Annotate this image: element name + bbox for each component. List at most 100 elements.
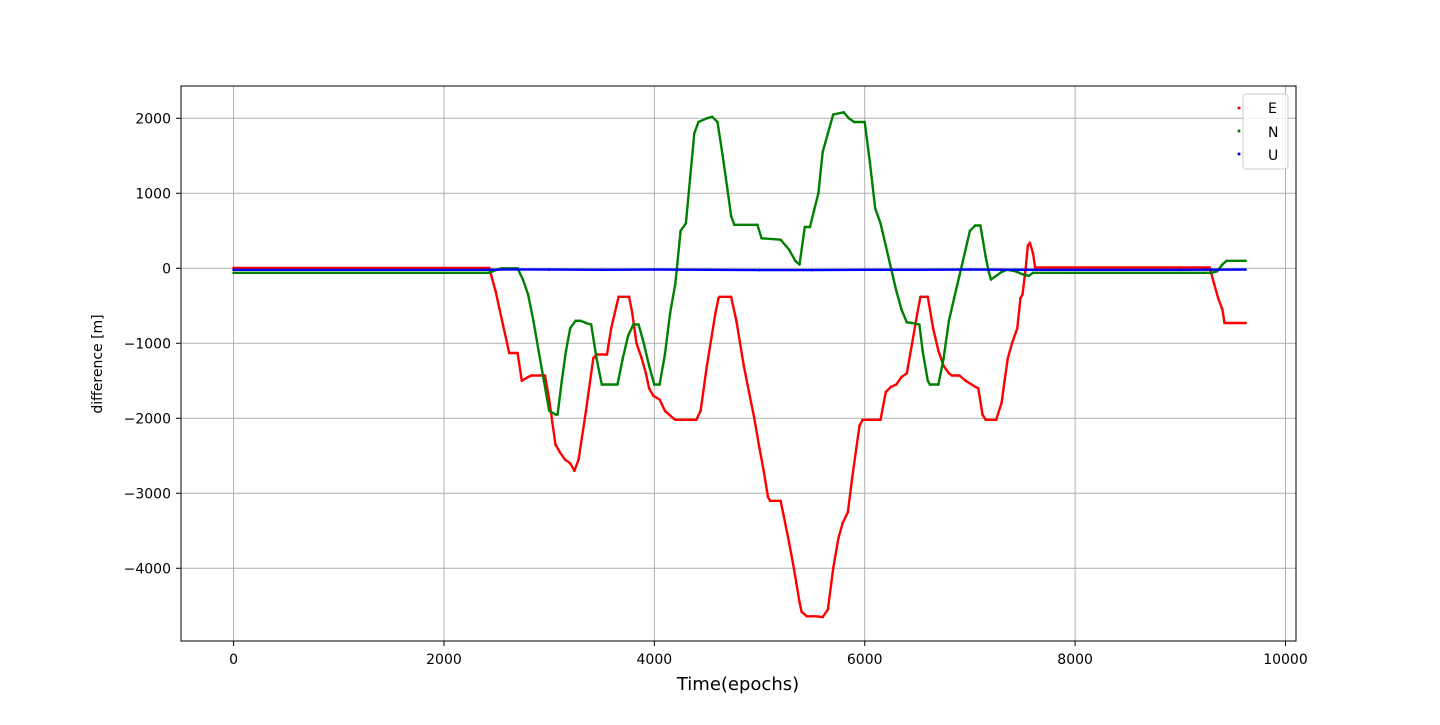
data-point bbox=[232, 266, 235, 270]
data-point bbox=[573, 469, 576, 473]
data-point bbox=[1031, 252, 1035, 255]
data-point bbox=[617, 295, 620, 299]
data-point bbox=[1021, 293, 1024, 296]
data-point bbox=[556, 413, 559, 416]
x-axis-label: Time(epochs) bbox=[676, 674, 799, 695]
data-point bbox=[1210, 271, 1214, 275]
data-point bbox=[635, 342, 638, 345]
data-point bbox=[584, 321, 588, 325]
data-point bbox=[994, 418, 998, 422]
legend-marker-n bbox=[1237, 129, 1241, 133]
data-point bbox=[855, 447, 858, 450]
y-tick-label: −3000 bbox=[124, 486, 171, 502]
data-point bbox=[753, 417, 756, 420]
data-point bbox=[589, 323, 593, 326]
data-point bbox=[526, 375, 530, 379]
data-point bbox=[1063, 271, 1066, 275]
data-point bbox=[729, 295, 733, 299]
data-point bbox=[879, 418, 882, 422]
data-point bbox=[558, 450, 561, 454]
data-point bbox=[647, 387, 651, 390]
data-point bbox=[1003, 379, 1006, 383]
data-point bbox=[627, 295, 631, 299]
data-point bbox=[679, 229, 682, 233]
data-point bbox=[916, 268, 919, 272]
data-point bbox=[760, 237, 763, 240]
data-point bbox=[984, 418, 987, 422]
data-point bbox=[889, 385, 893, 389]
data-point bbox=[1033, 266, 1037, 269]
data-point bbox=[787, 248, 791, 251]
y-tick-label: −2000 bbox=[124, 411, 171, 427]
data-point bbox=[805, 615, 809, 618]
data-point bbox=[632, 323, 635, 326]
data-point bbox=[758, 268, 761, 272]
data-point bbox=[779, 499, 782, 503]
data-point bbox=[758, 447, 761, 450]
data-point bbox=[642, 342, 646, 345]
data-point bbox=[798, 263, 801, 266]
data-point bbox=[958, 274, 961, 278]
data-point bbox=[947, 372, 951, 375]
data-point bbox=[942, 357, 945, 360]
data-point bbox=[1021, 268, 1024, 272]
y-tick-label: 0 bbox=[162, 261, 171, 277]
data-point bbox=[973, 385, 977, 389]
legend-marker-e bbox=[1237, 106, 1241, 110]
data-point bbox=[640, 357, 643, 360]
data-point bbox=[831, 567, 835, 570]
data-point bbox=[984, 255, 987, 259]
data-point bbox=[879, 222, 882, 225]
data-point bbox=[631, 312, 634, 315]
data-point bbox=[742, 364, 746, 368]
data-point bbox=[795, 582, 798, 585]
data-point bbox=[916, 312, 919, 315]
x-axis-ticks: 0 2000 4000 6000 8000 10000 bbox=[229, 641, 1308, 668]
data-point bbox=[937, 349, 940, 353]
data-point bbox=[547, 409, 551, 413]
data-point bbox=[1028, 241, 1032, 245]
data-point bbox=[729, 214, 733, 218]
data-point bbox=[735, 319, 738, 323]
data-point bbox=[1026, 244, 1030, 247]
data-point bbox=[716, 120, 719, 124]
data-point bbox=[658, 398, 661, 401]
data-point bbox=[981, 413, 984, 416]
data-point bbox=[762, 469, 765, 473]
data-point bbox=[747, 390, 751, 394]
data-point bbox=[787, 540, 791, 544]
data-point bbox=[977, 387, 980, 390]
data-point bbox=[846, 510, 850, 514]
data-point bbox=[1000, 402, 1003, 405]
data-point bbox=[812, 208, 816, 212]
data-point bbox=[968, 229, 972, 233]
data-point bbox=[577, 458, 580, 461]
data-point bbox=[918, 323, 921, 326]
data-point bbox=[1021, 273, 1024, 276]
series-u bbox=[232, 268, 1247, 272]
series-n bbox=[232, 111, 1247, 416]
data-point bbox=[926, 379, 930, 383]
data-point bbox=[668, 312, 672, 315]
data-point bbox=[718, 295, 721, 299]
data-point bbox=[1126, 268, 1129, 272]
data-point bbox=[705, 364, 709, 368]
data-point bbox=[1244, 268, 1247, 271]
x-tick-label: 8000 bbox=[1057, 652, 1093, 668]
x-tick-label: 4000 bbox=[637, 652, 673, 668]
data-point bbox=[798, 600, 801, 604]
data-point bbox=[1225, 259, 1228, 263]
data-point bbox=[821, 615, 824, 619]
data-point bbox=[1208, 266, 1211, 269]
y-axis-label: difference [m] bbox=[90, 314, 106, 413]
data-point bbox=[964, 379, 967, 383]
data-point bbox=[814, 615, 817, 618]
x-tick-label: 10000 bbox=[1263, 652, 1308, 668]
data-point bbox=[621, 357, 625, 360]
data-point bbox=[487, 271, 491, 275]
data-point bbox=[547, 268, 551, 271]
data-point bbox=[884, 390, 888, 394]
data-point bbox=[1244, 259, 1247, 263]
data-point bbox=[817, 192, 820, 195]
